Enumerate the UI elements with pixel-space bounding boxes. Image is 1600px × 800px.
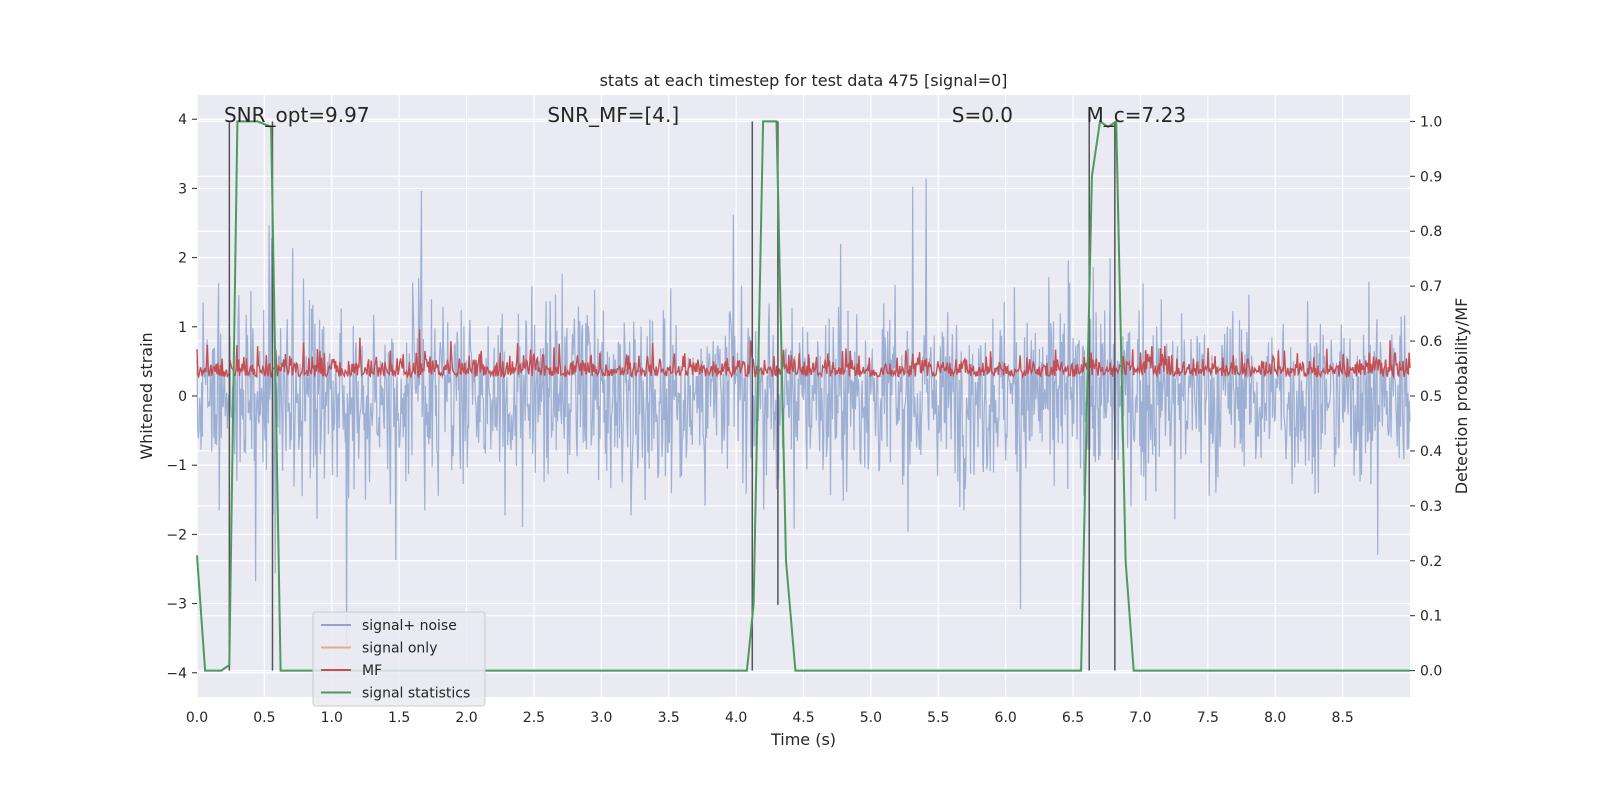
x-tick-label: 0.5 — [253, 710, 275, 726]
annotation-mc: M_c=7.23 — [1087, 103, 1187, 127]
x-axis-label: Time (s) — [770, 730, 836, 749]
legend-label-signal-noise: signal+ noise — [362, 618, 457, 634]
annotation-snr-mf: SNR_MF=[4.] — [547, 103, 679, 127]
y-tick-label: −4 — [166, 666, 187, 682]
annotation-snr-opt: SNR_opt=9.97 — [224, 103, 370, 127]
chart-title: stats at each timestep for test data 475… — [600, 71, 1008, 90]
x-tick-label: 3.0 — [590, 710, 612, 726]
y2-axis-label: Detection probability/MF — [1452, 298, 1471, 495]
x-tick-label: 2.0 — [455, 710, 477, 726]
y2-tick-label: 0.0 — [1420, 664, 1442, 680]
y2-tick-label: 0.7 — [1420, 279, 1442, 295]
legend-label-signal-only: signal only — [362, 641, 437, 657]
signal-statistics-series — [196, 119, 1410, 672]
x-tick-label: 4.5 — [792, 710, 814, 726]
y-tick-label: 1 — [178, 320, 187, 336]
y-axis-label: Whitened strain — [137, 332, 156, 459]
x-tick-label: 6.0 — [995, 710, 1017, 726]
y2-tick-label: 0.9 — [1420, 169, 1442, 185]
legend: signal+ noise signal only MF signal stat… — [312, 611, 486, 707]
y-tick-label: −1 — [166, 458, 187, 474]
y-tick-label: −3 — [166, 597, 187, 613]
x-tick-label: 5.0 — [860, 710, 882, 726]
y-tick-label: −2 — [166, 527, 187, 543]
x-tick-label: 2.5 — [523, 710, 545, 726]
legend-label-mf: MF — [362, 663, 382, 679]
y2-tick-label: 0.3 — [1420, 499, 1442, 515]
x-tick-label: 4.0 — [725, 710, 747, 726]
x-tick-label: 8.5 — [1331, 710, 1353, 726]
signal-noise-line — [196, 178, 1411, 646]
y-tick-labels: −4 −3 −2 −1 0 1 2 3 4 — [166, 112, 197, 682]
mf-series — [196, 329, 1411, 380]
legend-box — [312, 611, 486, 707]
y2-tick-label: 0.5 — [1420, 389, 1442, 405]
signal-noise-series — [196, 178, 1411, 646]
x-tick-label: 8.0 — [1264, 710, 1286, 726]
x-tick-label: 0.0 — [186, 710, 208, 726]
y2-tick-label: 0.4 — [1420, 444, 1442, 460]
y-tick-label: 3 — [178, 181, 187, 197]
x-tick-label: 7.5 — [1197, 710, 1219, 726]
y-tick-label: 0 — [178, 389, 187, 405]
y2-tick-label: 0.1 — [1420, 609, 1442, 625]
x-tick-label: 1.0 — [321, 710, 343, 726]
y2-tick-label: 1.0 — [1420, 114, 1442, 130]
x-tick-labels: 0.0 0.5 1.0 1.5 2.0 2.5 3.0 3.5 4.0 4.5 5.0 5.5 6.0 6… — [186, 710, 1354, 726]
legend-label-signal-statistics: signal statistics — [362, 686, 470, 702]
y2-tick-labels: 0.0 0.1 0.2 0.3 0.4 0.5 0.6 0.7 0.8 0.9 1.0 — [1410, 114, 1442, 680]
x-tick-label: 1.5 — [388, 710, 410, 726]
x-tick-label: 7.0 — [1129, 710, 1151, 726]
x-tick-label: 5.5 — [927, 710, 949, 726]
y2-tick-label: 0.6 — [1420, 334, 1442, 350]
signal-statistics-line — [196, 119, 1410, 672]
y-tick-label: 2 — [178, 251, 187, 267]
x-tick-label: 3.5 — [658, 710, 680, 726]
y2-tick-label: 0.2 — [1420, 554, 1442, 570]
annotation-s: S=0.0 — [952, 103, 1013, 127]
y2-tick-label: 0.8 — [1420, 224, 1442, 240]
x-tick-label: 6.5 — [1062, 710, 1084, 726]
y-tick-label: 4 — [178, 112, 187, 128]
mf-line — [196, 329, 1411, 380]
